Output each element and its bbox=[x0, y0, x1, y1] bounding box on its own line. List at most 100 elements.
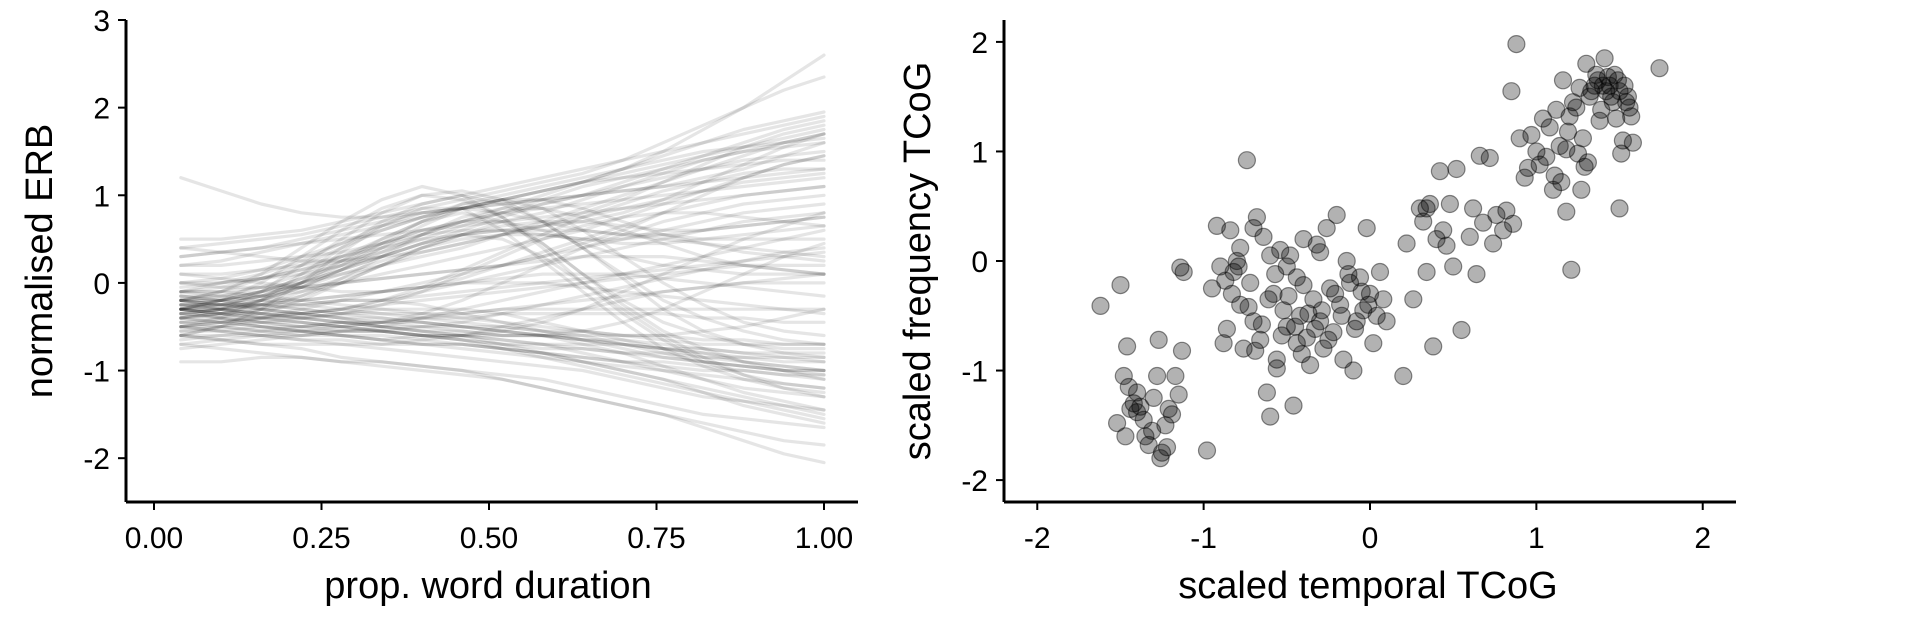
scatter-point-201 bbox=[1558, 122, 1578, 141]
scatter-point-30 bbox=[1121, 399, 1140, 418]
contour-line-16 bbox=[179, 298, 826, 373]
scatter-point-105 bbox=[1352, 282, 1371, 301]
scatter-point-85 bbox=[1216, 271, 1235, 290]
right-y-axis-label: scaled frequency TCoG bbox=[897, 62, 939, 461]
scatter-point-78 bbox=[1357, 219, 1376, 238]
scatter-point-89 bbox=[1246, 341, 1265, 360]
right-y-tick-label: 0 bbox=[971, 246, 988, 279]
scatter-point-175 bbox=[1590, 111, 1609, 130]
contour-line-64 bbox=[179, 211, 826, 338]
scatter-point-98 bbox=[1305, 319, 1325, 338]
right-y-tick-label: -1 bbox=[961, 356, 988, 389]
scatter-point-102 bbox=[1332, 306, 1351, 325]
scatter-point-180 bbox=[1598, 67, 1618, 87]
scatter-point-138 bbox=[1493, 221, 1513, 240]
scatter-point-142 bbox=[1467, 265, 1486, 284]
right-x-tick-label: 1 bbox=[1528, 522, 1545, 555]
scatter-point-149 bbox=[1527, 142, 1546, 161]
scatter-point-167 bbox=[1573, 129, 1593, 148]
scatter-point-199 bbox=[1575, 157, 1594, 176]
scatter-point-23 bbox=[1116, 427, 1135, 446]
contour-line-20 bbox=[179, 298, 826, 355]
right-x-tick-label: 2 bbox=[1694, 522, 1711, 555]
scatter-point-118 bbox=[1410, 199, 1430, 218]
scatter-point-134 bbox=[1473, 213, 1493, 232]
contour-line-23 bbox=[179, 136, 826, 302]
scatter-point-71 bbox=[1334, 350, 1353, 369]
contour-line-52 bbox=[179, 307, 826, 346]
scatter-point-112 bbox=[1310, 243, 1330, 262]
scatter-point-159 bbox=[1557, 202, 1576, 221]
scatter-point-80 bbox=[1364, 334, 1383, 353]
scatter-point-27 bbox=[1171, 258, 1190, 277]
scatter-point-45 bbox=[1247, 208, 1267, 227]
scatter-point-73 bbox=[1340, 273, 1360, 292]
scatter-point-29 bbox=[1157, 438, 1177, 457]
scatter-point-107 bbox=[1231, 238, 1250, 257]
scatter-point-35 bbox=[1214, 334, 1233, 353]
scatter-point-136 bbox=[1483, 234, 1503, 253]
scatter-point-114 bbox=[1287, 334, 1306, 353]
contour-line-35 bbox=[179, 211, 826, 351]
scatter-point-97 bbox=[1299, 304, 1318, 323]
scatter-point-41 bbox=[1234, 339, 1253, 358]
contour-line-62 bbox=[179, 246, 826, 333]
scatter-point-79 bbox=[1360, 284, 1380, 303]
contour-line-71 bbox=[179, 110, 826, 267]
right-x-axis-label: scaled temporal TCoG bbox=[1178, 565, 1557, 607]
contour-line-7 bbox=[179, 298, 826, 416]
contour-line-5 bbox=[179, 333, 826, 430]
scatter-point-130 bbox=[1452, 320, 1471, 340]
scatter-point-103 bbox=[1339, 265, 1358, 284]
scatter-point-182 bbox=[1602, 87, 1621, 106]
scatter-point-9 bbox=[1134, 410, 1153, 429]
scatter-point-186 bbox=[1608, 71, 1628, 90]
right-y-tick-label: 1 bbox=[971, 136, 988, 169]
left-x-tick-label: 0.25 bbox=[292, 522, 350, 555]
contour-line-66 bbox=[179, 290, 826, 338]
scatter-point-13 bbox=[1147, 366, 1167, 386]
scatter-point-169 bbox=[1578, 153, 1598, 172]
scatter-point-156 bbox=[1550, 136, 1569, 156]
left-x-axis-label: prop. word duration bbox=[324, 565, 651, 607]
contour-line-79 bbox=[179, 184, 826, 294]
contour-line-78 bbox=[179, 167, 826, 316]
contour-line-30 bbox=[179, 189, 826, 359]
scatter-point-10 bbox=[1136, 427, 1155, 446]
scatter-point-92 bbox=[1266, 265, 1285, 284]
contour-line-36 bbox=[179, 198, 826, 338]
scatter-point-163 bbox=[1567, 98, 1586, 117]
scatter-point-1 bbox=[1091, 296, 1110, 315]
contour-line-14 bbox=[179, 325, 826, 390]
contour-line-8 bbox=[179, 342, 826, 447]
contour-line-51 bbox=[179, 272, 826, 329]
scatter-point-172 bbox=[1585, 76, 1604, 95]
right-x-tick-label: 0 bbox=[1362, 522, 1379, 555]
scatter-point-183 bbox=[1603, 93, 1623, 112]
scatter-point-197 bbox=[1650, 59, 1669, 78]
scatter-point-52 bbox=[1271, 240, 1290, 260]
tcog-scatter-points bbox=[1091, 34, 1669, 468]
scatter-point-108 bbox=[1244, 219, 1263, 238]
contour-line-47 bbox=[179, 211, 826, 316]
scatter-point-21 bbox=[1172, 341, 1192, 360]
scatter-point-154 bbox=[1543, 180, 1563, 199]
contour-line-49 bbox=[179, 263, 826, 324]
scatter-point-119 bbox=[1414, 212, 1433, 231]
scatter-point-24 bbox=[1127, 383, 1147, 402]
contour-line-9 bbox=[179, 355, 826, 465]
scatter-point-47 bbox=[1254, 227, 1273, 246]
scatter-point-139 bbox=[1497, 201, 1516, 220]
scatter-point-135 bbox=[1480, 148, 1499, 168]
contour-line-61 bbox=[179, 228, 826, 338]
scatter-point-195 bbox=[1623, 133, 1643, 152]
scatter-point-165 bbox=[1570, 78, 1589, 98]
scatter-point-31 bbox=[1197, 441, 1217, 460]
left-y-tick-label: 0 bbox=[93, 268, 110, 301]
scatter-point-115 bbox=[1394, 366, 1413, 386]
scatter-point-87 bbox=[1229, 257, 1248, 276]
contour-line-72 bbox=[179, 141, 826, 289]
scatter-point-18 bbox=[1162, 405, 1182, 424]
scatter-point-12 bbox=[1144, 388, 1163, 407]
contour-line-18 bbox=[179, 333, 826, 381]
